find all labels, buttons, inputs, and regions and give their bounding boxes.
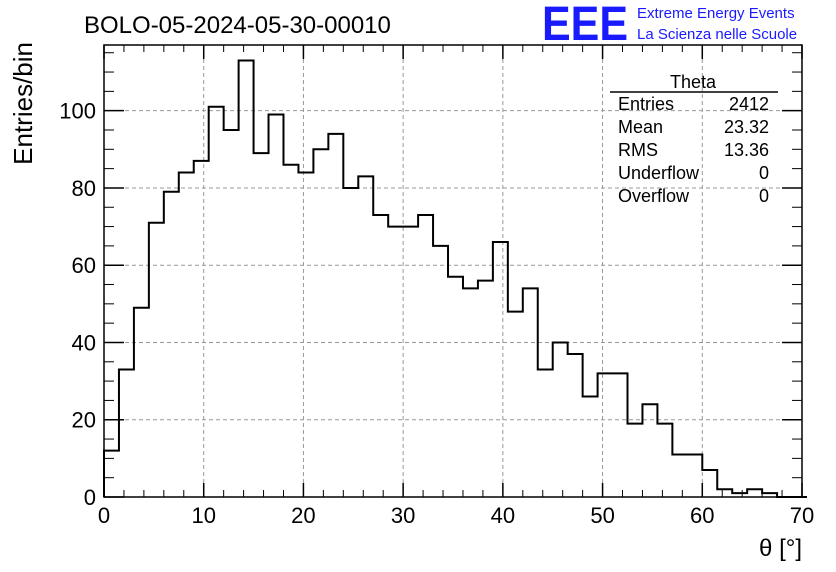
stats-row-label: Entries [618,94,674,114]
stats-row-label: Overflow [618,186,690,206]
stats-rows: Entries 2412 Mean 23.32 RMS 13.36 Underflow 0 Ov… [618,94,769,206]
stats-row-value: 13.36 [724,140,769,160]
stats-row-label: Mean [618,117,663,137]
y-tick-label: 20 [72,408,96,433]
y-tick-label: 40 [72,330,96,355]
grid-lines [104,45,802,497]
y-axis-label: Entries/bin [8,42,38,165]
x-tick-label: 40 [491,503,515,528]
x-tick-label: 10 [191,503,215,528]
stats-title: Theta [670,72,717,92]
x-tick-label: 30 [391,503,415,528]
x-tick-label: 0 [98,503,110,528]
stats-row-value: 0 [759,163,769,183]
stats-row-value: 0 [759,186,769,206]
stats-box: Theta Entries 2412 Mean 23.32 RMS 13.36 Underf… [610,72,778,206]
x-axis-label: θ [°] [759,535,802,562]
chart-title: BOLO-05-2024-05-30-00010 [84,12,391,39]
eee-logo: EEE Extreme Energy Events La Scienza nel… [542,0,797,51]
tick-labels: 0 10 20 30 40 50 60 70 0 20 40 60 80 100 [59,99,814,528]
eee-logo-mark: EEE [542,0,628,51]
logo-line-1: Extreme Energy Events [637,5,795,22]
y-tick-label: 60 [72,253,96,278]
y-tick-label: 80 [72,176,96,201]
stats-row-value: 23.32 [724,117,769,137]
x-tick-label: 70 [790,503,814,528]
logo-line-2: La Scienza nelle Scuole [637,26,797,43]
y-tick-label: 0 [84,485,96,510]
stats-row-value: 2412 [729,94,769,114]
y-tick-label: 100 [59,99,96,124]
x-tick-label: 50 [590,503,614,528]
plot-frame [103,44,803,498]
stats-row-label: RMS [618,140,658,160]
x-tick-label: 20 [291,503,315,528]
x-tick-label: 60 [690,503,714,528]
stats-row-label: Underflow [618,163,700,183]
histogram-outline [103,59,807,498]
